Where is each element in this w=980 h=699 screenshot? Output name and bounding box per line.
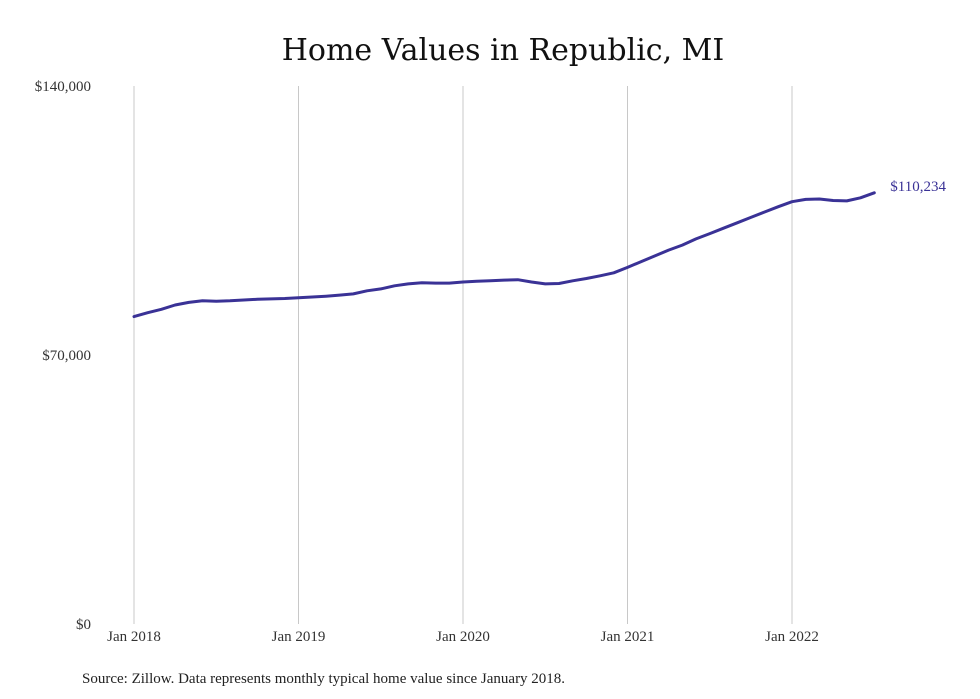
y-axis-ticks: $0 $70,000 $140,000 — [35, 79, 91, 633]
x-tick-label: Jan 2020 — [436, 629, 490, 645]
x-tick-label: Jan 2018 — [107, 629, 161, 645]
y-tick-label: $140,000 — [35, 79, 91, 95]
chart-title: Home Values in Republic, MI — [282, 33, 725, 68]
source-note: Source: Zillow. Data represents monthly … — [82, 671, 565, 687]
series-line-0 — [132, 191, 876, 319]
end-value-label: $110,234 — [890, 179, 946, 195]
x-tick-label: Jan 2022 — [765, 629, 819, 645]
gridlines — [133, 86, 793, 624]
series-layer — [132, 191, 876, 319]
y-tick-label: $0 — [76, 617, 91, 633]
x-tick-label: Jan 2021 — [601, 629, 655, 645]
x-tick-label: Jan 2019 — [272, 629, 326, 645]
y-tick-label: $70,000 — [42, 348, 91, 364]
x-axis-ticks: Jan 2018 Jan 2019 Jan 2020 Jan 2021 Jan 2022 — [107, 629, 819, 645]
